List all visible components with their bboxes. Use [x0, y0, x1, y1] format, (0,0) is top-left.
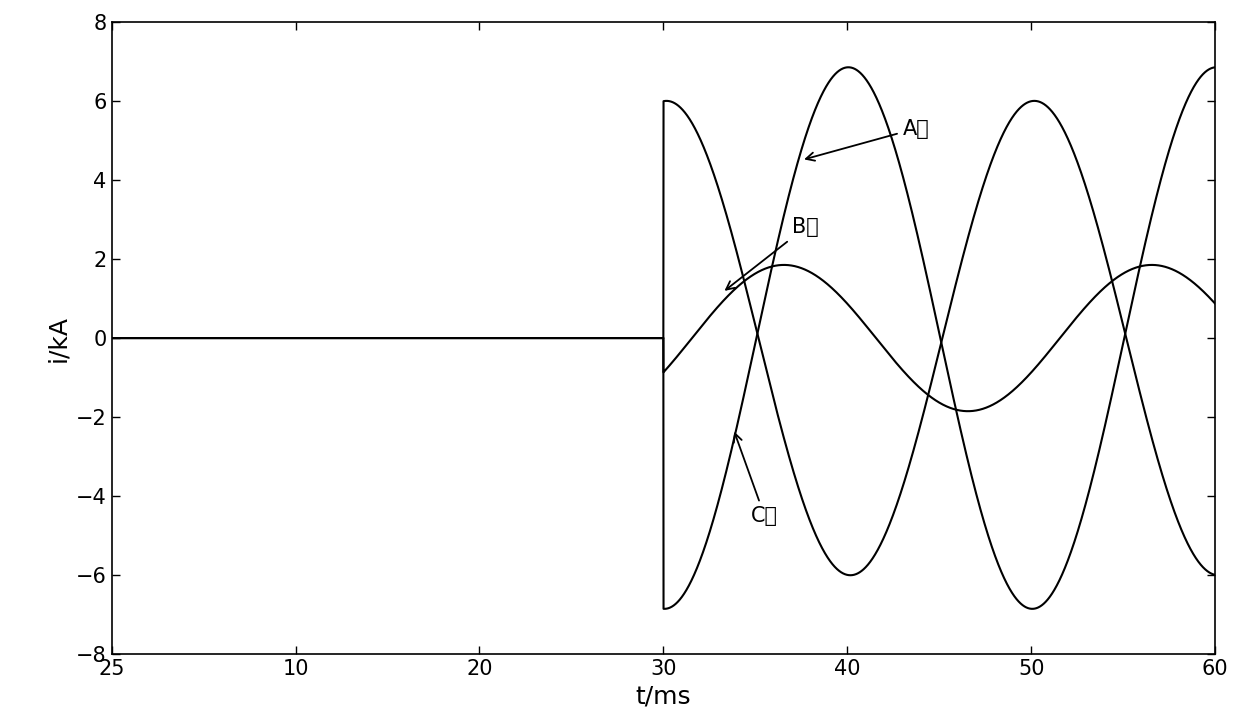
Text: A相: A相	[806, 119, 929, 161]
Text: C相: C相	[734, 433, 777, 526]
X-axis label: t/ms: t/ms	[636, 685, 691, 709]
Text: B相: B相	[727, 217, 818, 289]
Y-axis label: i/kA: i/kA	[46, 315, 71, 361]
